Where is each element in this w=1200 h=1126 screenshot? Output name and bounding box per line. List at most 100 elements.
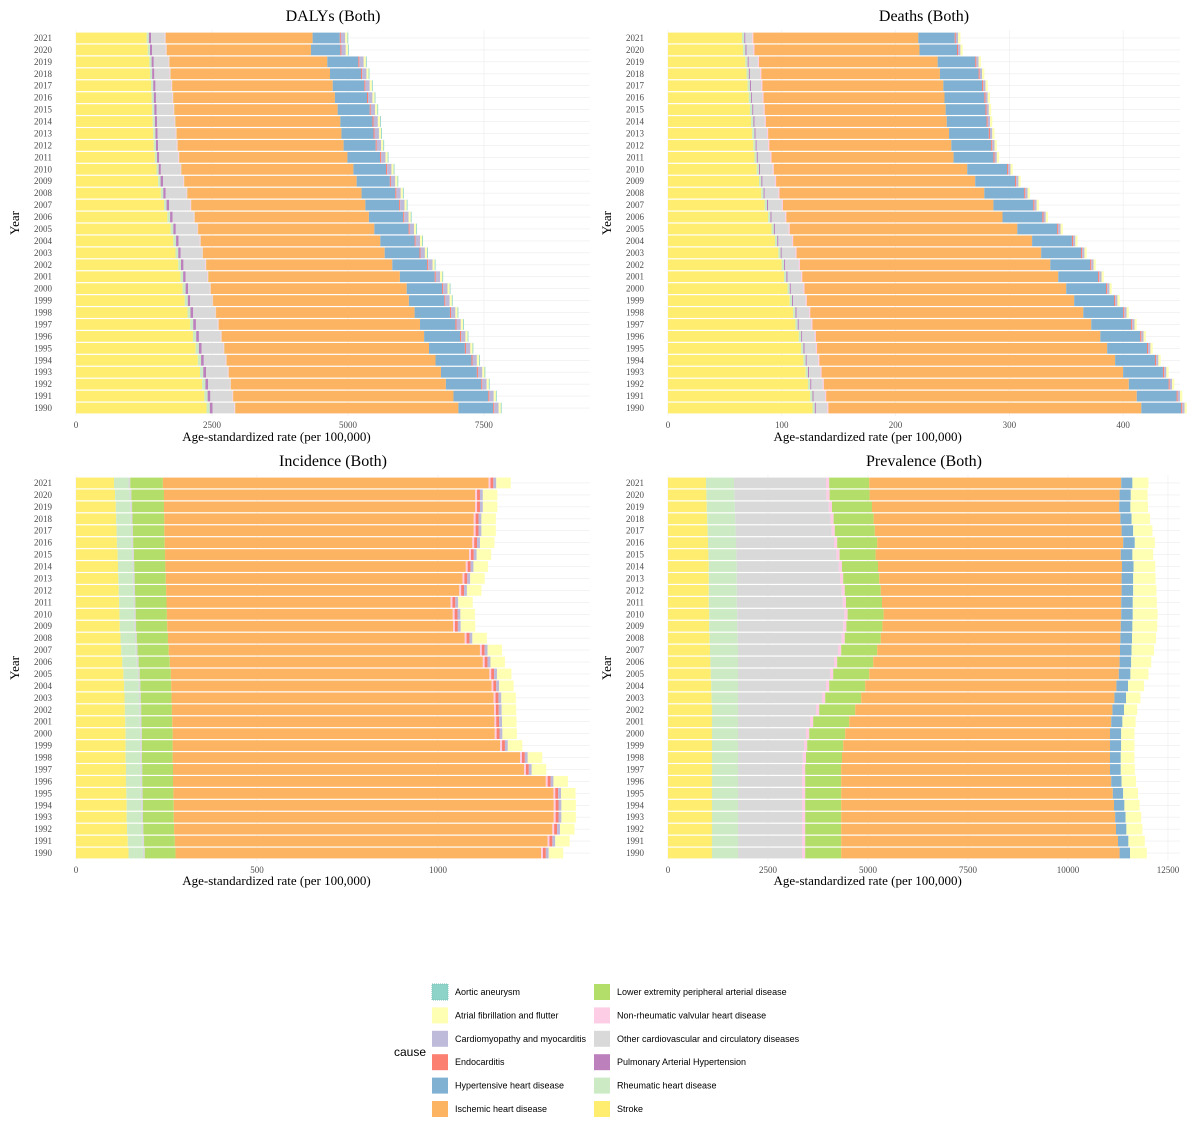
bar-ischemic-heart-disease-2017 [172, 80, 333, 92]
bar-stroke-2018 [668, 68, 747, 80]
bar-hypertensive-heart-disease-1991 [1136, 390, 1177, 402]
bar-lower-extremity-peripheral-arterial-disease-2021 [130, 477, 163, 489]
y-tick-label: 1990 [34, 848, 53, 858]
bar-pulmonary-arterial-hypertension-2007 [166, 199, 170, 211]
bar-non-rheumatic-valvular-heart-disease-2017 [473, 525, 476, 537]
bar-cardiomyopathy-and-myocarditis-2003 [1082, 247, 1085, 259]
bar-lower-extremity-peripheral-arterial-disease-2016 [133, 537, 165, 549]
bar-other-cardiovascular-and-circulatory-diseases-2015 [156, 104, 174, 115]
bar-ischemic-heart-disease-2004 [865, 680, 1117, 692]
bar-atrial-fibrillation-and-flutter-2004 [1075, 235, 1078, 247]
bar-rheumatic-heart-disease-2015 [708, 549, 737, 560]
bar-ischemic-heart-disease-2021 [753, 32, 919, 44]
bar-atrial-fibrillation-and-flutter-2018 [982, 68, 985, 80]
bar-non-rheumatic-valvular-heart-disease-2015 [173, 104, 175, 115]
bar-cardiomyopathy-and-myocarditis-2013 [467, 573, 471, 584]
bar-other-cardiovascular-and-circulatory-diseases-2007 [768, 199, 782, 211]
bar-ischemic-heart-disease-2015 [764, 104, 946, 115]
bar-non-rheumatic-valvular-heart-disease-2016 [762, 92, 764, 104]
bar-stroke-1994 [668, 799, 712, 811]
y-tick-label: 2020 [626, 45, 645, 55]
bar-lower-extremity-peripheral-arterial-disease-1991 [805, 835, 842, 847]
bar-rheumatic-heart-disease-1990 [712, 847, 738, 859]
bar-non-rheumatic-valvular-heart-disease-2008 [841, 632, 845, 644]
bar-aortic-aneurysm-2004 [422, 235, 424, 247]
y-tick-label: 1999 [34, 296, 53, 306]
bar-hypertensive-heart-disease-2008 [361, 187, 396, 199]
bar-pulmonary-arterial-hypertension-2019 [151, 56, 154, 68]
bar-cardiomyopathy-and-myocarditis-2006 [1043, 211, 1046, 223]
bar-lower-extremity-peripheral-arterial-disease-2014 [842, 561, 878, 572]
bar-non-rheumatic-valvular-heart-disease-2018 [169, 68, 171, 80]
bar-rheumatic-heart-disease-2017 [116, 525, 132, 537]
bar-ischemic-heart-disease-1999 [843, 740, 1110, 751]
bar-other-cardiovascular-and-circulatory-diseases-1993 [141, 811, 143, 823]
bar-atrial-fibrillation-and-flutter-2012 [466, 585, 482, 596]
bar-stroke-2005 [76, 223, 171, 235]
bar-atrial-fibrillation-and-flutter-1993 [1166, 366, 1169, 378]
y-tick-label: 2014 [34, 117, 53, 127]
bar-cardiomyopathy-and-myocarditis-1997 [528, 764, 532, 775]
bar-stroke-1992 [76, 823, 128, 835]
bar-stroke-2002 [668, 704, 712, 716]
bar-rheumatic-heart-disease-2001 [712, 716, 738, 728]
y-tick-label: 2002 [626, 705, 644, 715]
bar-rheumatic-heart-disease-2009 [759, 175, 762, 187]
bar-endocarditis-2013 [988, 128, 990, 139]
bar-endocarditis-2003 [1081, 247, 1083, 259]
bar-non-rheumatic-valvular-heart-disease-2006 [834, 656, 838, 668]
bar-aortic-aneurysm-2017 [371, 80, 373, 92]
bar-endocarditis-1993 [1162, 366, 1165, 378]
bar-endocarditis-2015 [470, 549, 474, 560]
bar-atrial-fibrillation-and-flutter-2017 [985, 80, 988, 92]
bar-atrial-fibrillation-and-flutter-1997 [1134, 319, 1137, 330]
bar-non-rheumatic-valvular-heart-disease-2010 [180, 163, 182, 175]
y-tick-label: 2003 [34, 248, 53, 258]
bar-ischemic-heart-disease-2010 [181, 163, 354, 175]
bar-ischemic-heart-disease-1995 [173, 787, 554, 799]
bar-stroke-2000 [668, 728, 712, 740]
bar-hypertensive-heart-disease-1990 [458, 402, 494, 414]
bar-endocarditis-1997 [525, 764, 529, 775]
bar-atrial-fibrillation-and-flutter-1999 [449, 295, 452, 306]
y-tick-label: 2015 [34, 105, 53, 115]
bar-pulmonary-arterial-hypertension-2004 [176, 235, 179, 247]
legend-item-aortic-aneurysm: Aortic aneurysm [431, 983, 520, 1001]
legend-item-endocarditis: Endocarditis [432, 1054, 505, 1071]
bar-stroke-1996 [76, 776, 126, 787]
bar-cardiomyopathy-and-myocarditis-2001 [435, 271, 441, 283]
y-tick-label: 2010 [34, 609, 53, 619]
bar-rheumatic-heart-disease-2016 [708, 537, 736, 549]
bar-cardiomyopathy-and-myocarditis-2015 [986, 104, 989, 115]
bar-atrial-fibrillation-and-flutter-1994 [1124, 799, 1140, 811]
bar-stroke-2014 [76, 116, 153, 127]
bar-pulmonary-arterial-hypertension-2010 [158, 163, 161, 175]
x-tick-label: 0 [666, 420, 671, 430]
bar-rheumatic-heart-disease-2000 [182, 283, 186, 295]
bar-atrial-fibrillation-and-flutter-2007 [1036, 199, 1039, 211]
bar-other-cardiovascular-and-circulatory-diseases-2013 [157, 128, 176, 139]
bar-hypertensive-heart-disease-2007 [993, 199, 1034, 211]
y-tick-label: 2001 [34, 272, 52, 282]
x-tick-label: 7500 [959, 865, 978, 875]
bar-stroke-1990 [668, 402, 813, 414]
bar-rheumatic-heart-disease-1993 [200, 366, 204, 378]
bar-ischemic-heart-disease-2013 [879, 573, 1122, 584]
bar-cardiomyopathy-and-myocarditis-2012 [376, 140, 382, 151]
bar-other-cardiovascular-and-circulatory-diseases-2010 [133, 608, 136, 620]
bar-non-rheumatic-valvular-heart-disease-2011 [450, 596, 453, 608]
bar-cardiomyopathy-and-myocarditis-2019 [479, 501, 483, 513]
bar-endocarditis-2011 [380, 151, 382, 163]
bar-non-rheumatic-valvular-heart-disease-2010 [772, 163, 774, 175]
y-tick-label: 2010 [626, 164, 645, 174]
bar-cardiomyopathy-and-myocarditis-2008 [396, 187, 401, 199]
bar-rheumatic-heart-disease-1999 [712, 740, 738, 751]
bar-non-rheumatic-valvular-heart-disease-2017 [831, 525, 835, 537]
bar-ischemic-heart-disease-1997 [173, 764, 525, 775]
bar-non-rheumatic-valvular-heart-disease-1994 [818, 354, 820, 366]
bar-endocarditis-2019 [358, 56, 360, 68]
bar-other-cardiovascular-and-circulatory-diseases-2013 [755, 128, 767, 139]
bar-stroke-1998 [668, 307, 794, 318]
bar-ischemic-heart-disease-2015 [875, 549, 1121, 560]
bar-non-rheumatic-valvular-heart-disease-2008 [186, 187, 188, 199]
